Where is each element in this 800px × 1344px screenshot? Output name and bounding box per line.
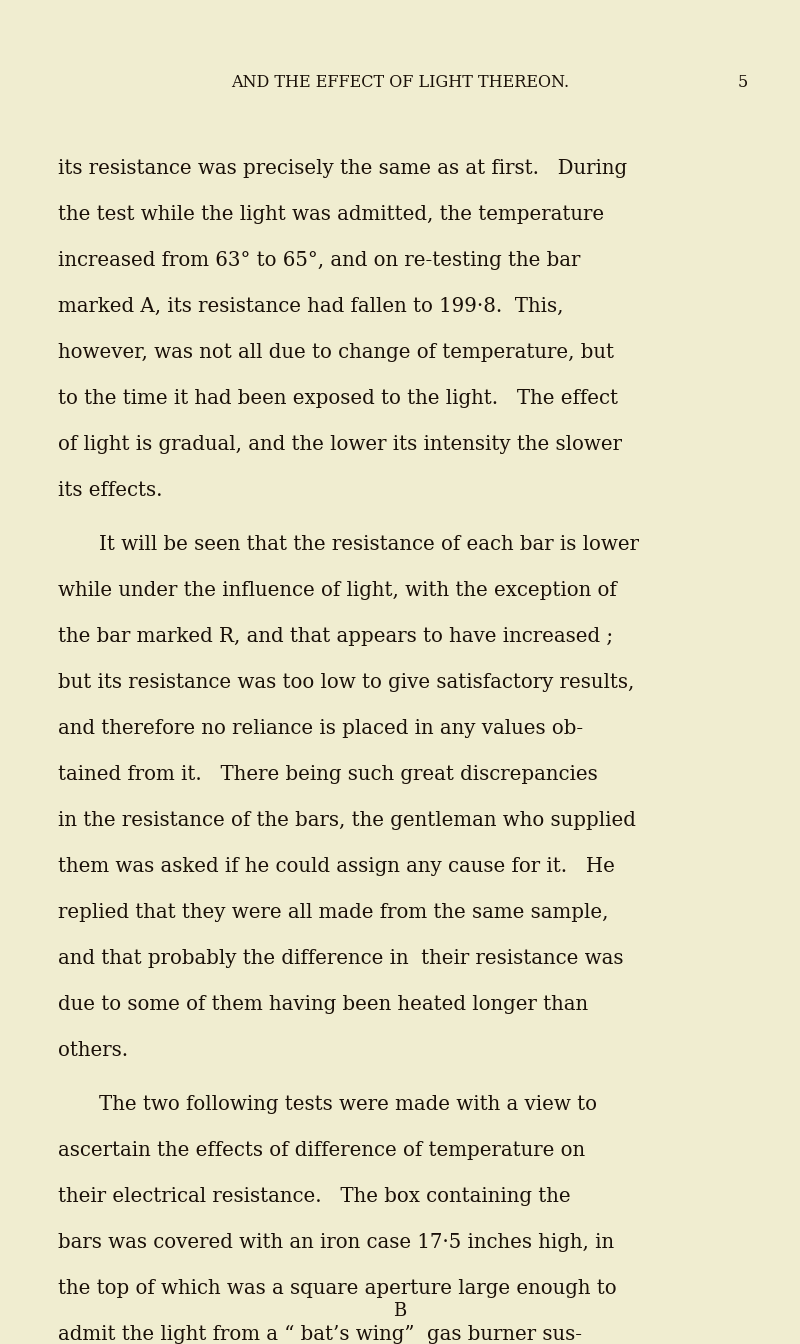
Text: and that probably the difference in  their resistance was: and that probably the difference in thei…: [58, 949, 623, 968]
Text: It will be seen that the resistance of each bar is lower: It will be seen that the resistance of e…: [99, 535, 639, 554]
Text: replied that they were all made from the same sample,: replied that they were all made from the…: [58, 903, 608, 922]
Text: the test while the light was admitted, the temperature: the test while the light was admitted, t…: [58, 204, 604, 224]
Text: but its resistance was too low to give satisfactory results,: but its resistance was too low to give s…: [58, 673, 634, 692]
Text: bars was covered with an iron case 17·5 inches high, in: bars was covered with an iron case 17·5 …: [58, 1232, 614, 1251]
Text: them was asked if he could assign any cause for it.   He: them was asked if he could assign any ca…: [58, 856, 614, 876]
Text: however, was not all due to change of temperature, but: however, was not all due to change of te…: [58, 343, 614, 362]
Text: increased from 63° to 65°, and on re-testing the bar: increased from 63° to 65°, and on re-tes…: [58, 251, 580, 270]
Text: in the resistance of the bars, the gentleman who supplied: in the resistance of the bars, the gentl…: [58, 810, 635, 829]
Text: the bar marked R, and that appears to have increased ;: the bar marked R, and that appears to ha…: [58, 626, 613, 646]
Text: its effects.: its effects.: [58, 481, 162, 500]
Text: marked A, its resistance had fallen to 199·8.  This,: marked A, its resistance had fallen to 1…: [58, 297, 563, 316]
Text: 5: 5: [738, 74, 748, 91]
Text: while under the influence of light, with the exception of: while under the influence of light, with…: [58, 581, 616, 599]
Text: of light is gradual, and the lower its intensity the slower: of light is gradual, and the lower its i…: [58, 434, 622, 454]
Text: AND THE EFFECT OF LIGHT THEREON.: AND THE EFFECT OF LIGHT THEREON.: [231, 74, 569, 91]
Text: due to some of them having been heated longer than: due to some of them having been heated l…: [58, 995, 588, 1013]
Text: B: B: [394, 1302, 406, 1320]
Text: admit the light from a “ bat’s wing”  gas burner sus-: admit the light from a “ bat’s wing” gas…: [58, 1325, 582, 1344]
Text: its resistance was precisely the same as at first.   During: its resistance was precisely the same as…: [58, 159, 626, 177]
Text: ascertain the effects of difference of temperature on: ascertain the effects of difference of t…: [58, 1141, 585, 1160]
Text: The two following tests were made with a view to: The two following tests were made with a…: [99, 1095, 597, 1114]
Text: their electrical resistance.   The box containing the: their electrical resistance. The box con…: [58, 1187, 570, 1206]
Text: tained from it.   There being such great discrepancies: tained from it. There being such great d…: [58, 765, 598, 784]
Text: others.: others.: [58, 1040, 128, 1059]
Text: the top of which was a square aperture large enough to: the top of which was a square aperture l…: [58, 1278, 616, 1298]
Text: to the time it had been exposed to the light.   The effect: to the time it had been exposed to the l…: [58, 388, 618, 407]
Text: and therefore no reliance is placed in any values ob-: and therefore no reliance is placed in a…: [58, 719, 582, 738]
